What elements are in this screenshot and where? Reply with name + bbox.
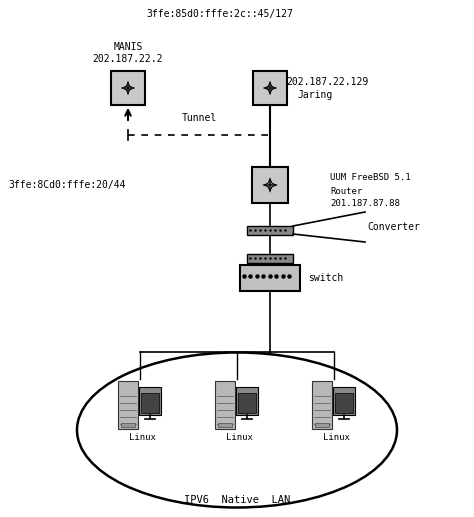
- Text: Router: Router: [330, 187, 362, 195]
- Text: 202.187.22.2: 202.187.22.2: [93, 54, 163, 64]
- Bar: [111, 71, 145, 105]
- Ellipse shape: [77, 353, 397, 508]
- Text: UUM FreeBSD 5.1: UUM FreeBSD 5.1: [330, 174, 410, 183]
- Bar: [247, 253, 293, 263]
- Bar: [139, 387, 161, 415]
- Text: IPV6  Native  LAN: IPV6 Native LAN: [184, 495, 290, 505]
- Bar: [141, 393, 159, 413]
- Bar: [312, 381, 332, 429]
- Bar: [335, 393, 353, 413]
- Bar: [253, 71, 287, 105]
- Text: 201.187.87.88: 201.187.87.88: [330, 200, 400, 208]
- Bar: [236, 387, 258, 415]
- Bar: [215, 381, 235, 429]
- Bar: [238, 393, 256, 413]
- Bar: [252, 167, 288, 203]
- Bar: [218, 423, 232, 427]
- Text: Tunnel: Tunnel: [182, 113, 217, 123]
- Bar: [121, 423, 135, 427]
- Bar: [240, 265, 300, 291]
- Text: MANIS: MANIS: [113, 42, 143, 52]
- Text: Linux: Linux: [128, 433, 155, 442]
- Text: Jaring: Jaring: [297, 90, 333, 100]
- Text: Converter: Converter: [367, 222, 420, 232]
- Text: 202.187.22.129: 202.187.22.129: [286, 77, 368, 87]
- Bar: [247, 225, 293, 235]
- Text: switch: switch: [308, 273, 343, 283]
- Text: Linux: Linux: [226, 433, 253, 442]
- Text: 3ffe:8Cd0:fffe:20/44: 3ffe:8Cd0:fffe:20/44: [8, 180, 126, 190]
- Bar: [333, 387, 355, 415]
- Bar: [315, 423, 329, 427]
- Text: Linux: Linux: [323, 433, 349, 442]
- Bar: [118, 381, 138, 429]
- Text: 3ffe:85d0:fffe:2c::45/127: 3ffe:85d0:fffe:2c::45/127: [146, 9, 293, 19]
